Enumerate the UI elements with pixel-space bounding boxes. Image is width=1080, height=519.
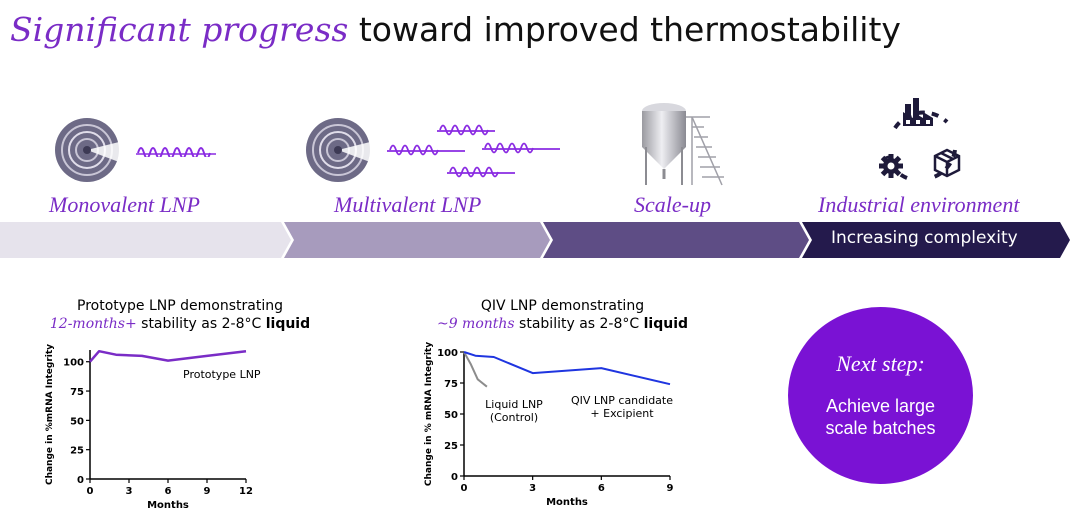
bioreactor-tank-icon: [642, 103, 724, 186]
title-highlight: Significant progress: [10, 10, 349, 49]
y-tick-label: 0: [77, 475, 84, 486]
progress-segment-4: [802, 222, 1070, 258]
x-tick-label: 9: [204, 486, 211, 497]
next-step-body: Achieve large scale batches: [788, 395, 973, 439]
x-tick-label: 9: [667, 483, 674, 494]
series-line: [463, 351, 488, 388]
y-tick-label: 50: [444, 410, 458, 421]
chart1-caption-line2: 12-months+ stability as 2-8°C liquid: [49, 316, 311, 332]
next-step-callout: Next step: Achieve large scale batches: [788, 307, 973, 484]
x-tick-label: 0: [87, 486, 94, 497]
y-tick-label: 100: [63, 358, 84, 369]
chart2-caption: QIV LNP demonstrating ~9 months stabilit…: [425, 297, 700, 333]
series-label: Liquid LNP (Control): [485, 398, 543, 424]
progress-segment-1: [0, 222, 291, 258]
y-tick-label: 25: [70, 446, 84, 457]
qiv-lnp-chart: 0 25 50 75 100 0 3 6 9 Months Change in % mRNA Int…: [424, 342, 674, 508]
series-line: [463, 351, 671, 386]
x-tick-label: 0: [461, 483, 468, 494]
series-line: [89, 349, 247, 363]
next-step-line1: Achieve large: [825, 396, 936, 416]
increasing-complexity-label: Increasing complexity: [831, 228, 1018, 248]
y-tick-label: 75: [70, 387, 84, 398]
chart2-caption-line1: QIV LNP demonstrating: [480, 298, 645, 314]
progress-segment-3: [543, 222, 809, 258]
x-axis-label: Months: [147, 500, 189, 511]
y-tick-label: 25: [444, 441, 458, 452]
chart1-caption-line1: Prototype LNP demonstrating: [77, 298, 283, 314]
y-tick-label: 50: [70, 416, 84, 427]
mrna-strand-icon: [136, 147, 216, 157]
stage-label-industrial: Industrial environment: [818, 192, 1020, 217]
y-axis-label: Change in %mRNA Integrity: [45, 344, 55, 485]
y-tick-label: 75: [444, 379, 458, 390]
series-label: Prototype LNP: [183, 368, 261, 381]
next-step-line2: scale batches: [825, 418, 936, 438]
x-tick-label: 3: [126, 486, 133, 497]
x-tick-label: 12: [239, 486, 253, 497]
y-axis-label: Change in % mRNA Integrity: [424, 342, 434, 486]
mrna-strands-icon: [387, 124, 560, 178]
chart2-caption-line2: ~9 months stability as 2-8°C liquid: [436, 316, 689, 332]
industrial-cycle-icon: [879, 98, 961, 180]
lnp-sphere-icon: [306, 118, 370, 182]
next-step-title: Next step:: [836, 351, 925, 376]
stage-label-monovalent: Monovalent LNP: [49, 192, 200, 217]
prototype-lnp-chart: 0 25 50 75 100 0 3 6 9 12 Months Change in %mRNA In…: [45, 344, 261, 511]
chart1-caption: Prototype LNP demonstrating 12-months+ s…: [45, 297, 315, 333]
y-tick-label: 0: [451, 472, 458, 483]
x-tick-label: 3: [529, 483, 536, 494]
series-label: QIV LNP candidate + Excipient: [571, 394, 673, 420]
x-tick-label: 6: [598, 483, 605, 494]
y-tick-label: 100: [437, 348, 458, 359]
title-rest: toward improved thermostability: [358, 10, 901, 49]
x-axis-label: Months: [546, 497, 588, 508]
stage-label-scale-up: Scale-up: [634, 192, 711, 217]
stage-label-multivalent: Multivalent LNP: [334, 192, 482, 217]
progress-segment-2: [284, 222, 550, 258]
complexity-progress-bar: [0, 222, 1070, 258]
x-tick-label: 6: [165, 486, 172, 497]
lnp-sphere-icon: [55, 118, 119, 182]
page-title: Significant progress toward improved the…: [10, 8, 901, 52]
